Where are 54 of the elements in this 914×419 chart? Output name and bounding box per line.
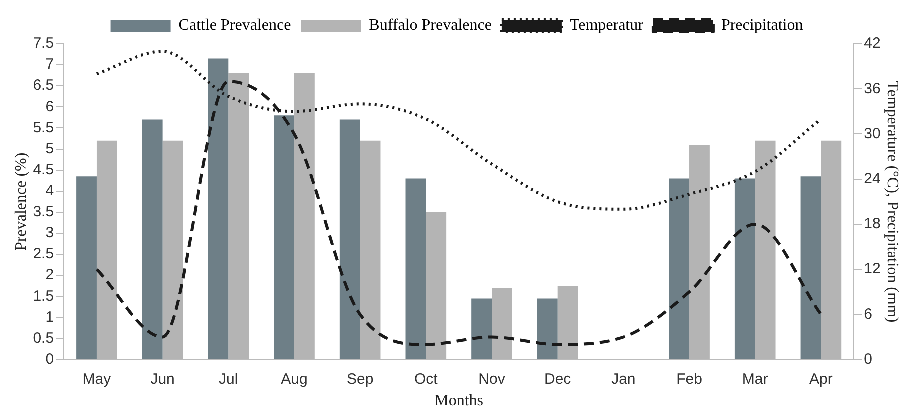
y-tick-label: 6.5 [33, 77, 54, 94]
x-tick-label: Dec [544, 370, 572, 388]
y2-tick-label: 42 [864, 35, 881, 52]
x-tick-label: Apr [810, 370, 833, 388]
legend-label: Buffalo Prevalence [369, 17, 492, 34]
y-tick-label: 0 [46, 350, 54, 368]
bar [208, 58, 229, 360]
bar [340, 120, 360, 360]
bar [406, 178, 426, 360]
y-tick-label: 3 [46, 224, 54, 242]
y2-tick-label: 24 [864, 170, 881, 188]
bar [537, 298, 558, 360]
y2-tick-label: 36 [864, 80, 881, 98]
y-tick-label: 1 [46, 308, 54, 326]
y-tick-label: 7.5 [33, 35, 54, 52]
y2-tick-label: 12 [864, 260, 881, 278]
y-tick-label: 3.5 [33, 204, 54, 221]
y2-tick-label: 6 [864, 306, 872, 323]
y-tick-label: 6 [46, 98, 54, 116]
x-tick-label: Jun [150, 370, 175, 388]
y-tick-label: 7 [46, 56, 54, 74]
bar [669, 178, 690, 360]
x-tick-label: Aug [281, 370, 308, 388]
bar [76, 176, 97, 360]
y-tick-label: 1.5 [33, 288, 54, 305]
x-tick-label: Mar [742, 370, 768, 388]
x-tick-label: Oct [414, 370, 439, 388]
y2-axis-title: Temperature (°C), Precipitation (mm) [884, 81, 902, 323]
y-axis-title: Prevalence (%) [12, 152, 30, 251]
y2-tick-label: 30 [864, 125, 881, 142]
y-tick-label: 4 [46, 182, 54, 200]
x-tick-label: May [82, 370, 112, 388]
y-tick-label: 0.5 [33, 330, 54, 347]
x-tick-label: Sep [346, 370, 374, 388]
legend-label: Precipitation [721, 17, 804, 34]
legend-label: Temperatur [570, 17, 644, 34]
y-tick-label: 2 [46, 266, 54, 284]
y-tick-label: 2.5 [33, 246, 54, 263]
y-tick-label: 4.5 [33, 161, 54, 178]
x-tick-label: Jan [612, 370, 636, 388]
y2-tick-label: 0 [864, 350, 872, 368]
bar [800, 176, 822, 360]
y-tick-label: 5 [46, 140, 54, 158]
y-tick-label: 5.5 [33, 119, 54, 136]
bar [734, 178, 756, 360]
x-tick-label: Feb [676, 370, 702, 388]
bar [274, 116, 294, 360]
x-axis-title: Months [434, 392, 484, 410]
bar [142, 120, 163, 360]
legend-label: Cattle Prevalence [178, 17, 292, 34]
bar [472, 298, 492, 360]
x-tick-label: Jul [219, 370, 238, 388]
y2-tick-label: 18 [864, 216, 881, 233]
x-tick-label: Nov [478, 370, 506, 388]
